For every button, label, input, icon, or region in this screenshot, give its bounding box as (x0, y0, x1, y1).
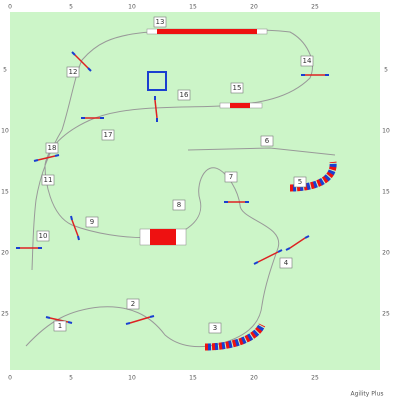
obstacle-label: 17 (104, 131, 113, 139)
number-box (45, 142, 59, 154)
axis-label: 5 (384, 67, 388, 74)
obstacle-number: 9 (85, 216, 99, 228)
axis-label: 15 (382, 189, 390, 196)
number-box (260, 135, 274, 147)
obstacle-number: 11 (41, 174, 55, 186)
axis-label: 15 (189, 375, 197, 382)
axis-label: 0 (8, 4, 12, 11)
axis-label: 20 (382, 250, 390, 257)
obstacle-label: 11 (44, 176, 53, 184)
obstacle-label: 7 (229, 173, 233, 181)
obstacle-label: 10 (39, 232, 48, 240)
axis-label: 25 (311, 4, 319, 11)
obstacle-number: 7 (224, 171, 238, 183)
table (147, 71, 167, 91)
obstacle-label: 4 (284, 259, 289, 267)
obstacle-number: 2 (126, 298, 140, 310)
obstacle-number: 18 (45, 142, 59, 154)
number-box (279, 257, 293, 269)
obstacle-number: 5 (293, 176, 307, 188)
footer: Agility Plus (351, 391, 384, 398)
number-box (101, 129, 115, 141)
tunnel (204, 323, 266, 351)
obstacle-label: 13 (156, 18, 165, 26)
obstacle-number: 16 (177, 89, 191, 101)
obstacle-number: 4 (279, 257, 293, 269)
obstacle-label: 12 (69, 68, 78, 76)
obstacle-label: 1 (58, 322, 62, 330)
number-box (53, 320, 67, 332)
obstacle-label: 2 (131, 300, 135, 308)
obstacle-number: 13 (153, 16, 167, 28)
number-box (41, 174, 55, 186)
obstacle-label: 8 (177, 201, 181, 209)
tunnel (289, 161, 337, 192)
axis-label: 25 (382, 311, 390, 318)
axis-label: 5 (3, 67, 7, 74)
a-frame-panel (150, 229, 176, 245)
obstacle-label: 3 (213, 324, 217, 332)
course-path (187, 147, 336, 156)
axis-label: 15 (1, 189, 9, 196)
obstacle-number: 12 (66, 66, 80, 78)
axis-label: 5 (69, 375, 73, 382)
axis-label: 10 (1, 128, 9, 135)
axis-label: 25 (1, 311, 9, 318)
axis-label: 5 (69, 4, 73, 11)
obstacle-number: 6 (260, 135, 274, 147)
axis-label: 25 (311, 375, 319, 382)
axis-label: 20 (250, 375, 258, 382)
field (10, 12, 380, 370)
number-box (66, 66, 80, 78)
number-box (300, 55, 314, 67)
obstacle-number: 8 (172, 199, 186, 211)
number-box (177, 89, 191, 101)
obstacle-label: 16 (180, 91, 189, 99)
obstacle-number: 3 (208, 322, 222, 334)
course-path (25, 29, 313, 348)
number-box (36, 230, 50, 242)
obstacle-number: 15 (230, 82, 244, 94)
axis-label: 20 (250, 4, 258, 11)
axis-label: 10 (128, 375, 136, 382)
number-box (85, 216, 99, 228)
obstacle-number: 10 (36, 230, 50, 242)
obstacle-label: 6 (265, 137, 270, 145)
obstacle-label: 9 (90, 218, 94, 226)
number-box (208, 322, 222, 334)
obstacle-number: 17 (101, 129, 115, 141)
number-box (126, 298, 140, 310)
number-box (153, 16, 167, 28)
axis-label: 20 (1, 250, 9, 257)
axis-label: 10 (128, 4, 136, 11)
obstacle-number: 1 (53, 320, 67, 332)
dogwalk-plank (157, 29, 257, 34)
obstacle-label: 14 (303, 57, 312, 65)
axis-label: 15 (189, 4, 197, 11)
number-box (172, 199, 186, 211)
seesaw-plank (230, 103, 250, 108)
number-box (293, 176, 307, 188)
number-box (224, 171, 238, 183)
obstacle-label: 15 (233, 84, 242, 92)
axis-label: 10 (382, 128, 390, 135)
number-box (230, 82, 244, 94)
obstacle-number: 14 (300, 55, 314, 67)
obstacle-label: 18 (48, 144, 57, 152)
axis-label: 0 (8, 375, 12, 382)
obstacle-label: 5 (298, 178, 302, 186)
